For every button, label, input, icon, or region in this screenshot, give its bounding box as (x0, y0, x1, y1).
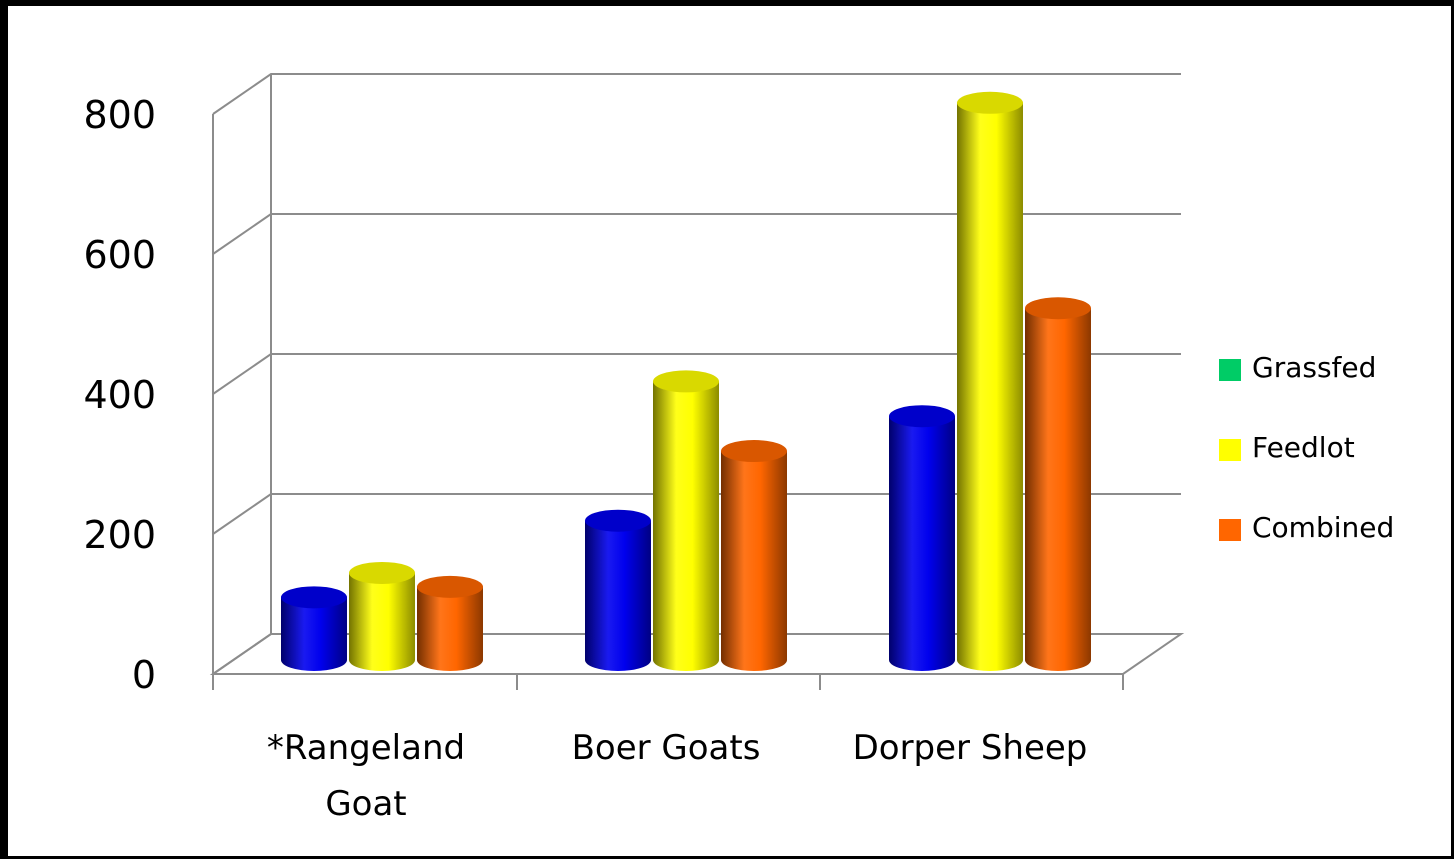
gridline (212, 633, 1181, 675)
bar-grassfed-3 (889, 405, 955, 671)
bar-top (653, 370, 719, 393)
bar-body (281, 597, 347, 671)
bar-body (585, 520, 651, 671)
bar-combined-1 (417, 575, 483, 671)
bar-combined-2 (721, 440, 787, 671)
legend-label: Combined (1252, 511, 1394, 544)
gridlines (212, 73, 1181, 675)
gridline (212, 493, 1181, 535)
legend-swatch (1219, 439, 1241, 461)
x-axis: *Rangeland Goat Boer Goats Dorper Sheep (212, 673, 1124, 824)
y-tick-label: 400 (83, 373, 156, 417)
legend-swatch (1219, 519, 1241, 541)
gridline (212, 353, 1181, 395)
legend-label: Feedlot (1252, 431, 1355, 464)
x-category-label: *Rangeland Goat (267, 728, 465, 824)
bars (281, 91, 1091, 672)
y-axis-tick-labels: 0 200 400 600 800 (83, 93, 156, 697)
bar-grassfed-1 (281, 586, 347, 671)
bar-body (653, 381, 719, 671)
bar-body (1025, 308, 1091, 671)
bar-feedlot-1 (349, 561, 415, 671)
gridline (212, 213, 1181, 255)
x-category-label: Dorper Sheep (853, 728, 1088, 768)
bar-chart: 0 200 400 600 800 *Rangeland Goat Boer Goats Do… (83, 73, 1394, 824)
y-tick-label: 200 (83, 513, 156, 557)
x-category-label: Boer Goats (572, 728, 761, 768)
legend: Grassfed Feedlot Combined (1219, 351, 1394, 544)
bar-combined-3 (1025, 297, 1091, 671)
bar-body (957, 102, 1023, 672)
bar-top (889, 405, 955, 428)
legend-item-grassfed: Grassfed (1219, 351, 1376, 384)
bar-body (417, 586, 483, 671)
bar-feedlot-2 (653, 370, 719, 671)
y-tick-label: 600 (83, 233, 156, 277)
legend-swatch (1219, 359, 1241, 381)
legend-item-feedlot: Feedlot (1219, 431, 1355, 464)
bar-top (349, 561, 415, 584)
bar-top (417, 575, 483, 598)
bar-body (349, 572, 415, 671)
bar-top (585, 509, 651, 532)
bar-body (889, 416, 955, 671)
gridline (212, 73, 1181, 115)
legend-item-combined: Combined (1219, 511, 1394, 544)
bar-top (721, 440, 787, 463)
y-tick-label: 0 (132, 653, 156, 697)
bar-top (281, 586, 347, 609)
bar-grassfed-2 (585, 509, 651, 671)
legend-label: Grassfed (1252, 351, 1376, 384)
bar-feedlot-3 (957, 91, 1023, 672)
bar-top (1025, 297, 1091, 320)
bar-body (721, 451, 787, 671)
bar-top (957, 91, 1023, 114)
y-tick-label: 800 (83, 93, 156, 137)
